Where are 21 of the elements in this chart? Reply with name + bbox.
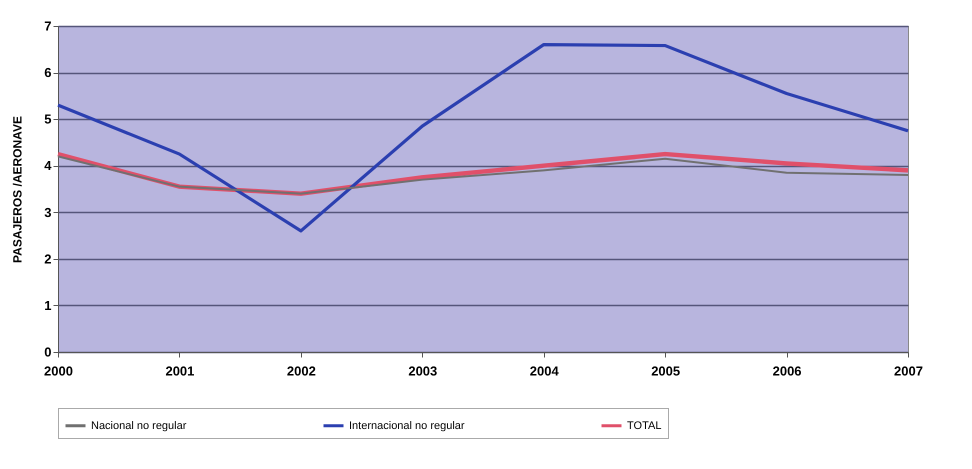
x-tick-label: 2001 — [165, 364, 194, 378]
y-tick-label: 0 — [44, 344, 52, 360]
x-tick-label: 2006 — [772, 364, 802, 378]
x-tick-label: 2005 — [651, 364, 680, 378]
y-tick-label: 4 — [44, 158, 52, 174]
y-tick-label: 1 — [44, 298, 52, 313]
legend-label: Internacional no regular — [349, 420, 465, 432]
x-tick-label: 2002 — [286, 364, 316, 378]
x-tick-label: 2007 — [894, 364, 923, 378]
y-tick-label: 7 — [44, 18, 52, 34]
legend-label: TOTAL — [627, 420, 662, 432]
line-series — [56, 43, 910, 233]
x-tick-label: 2003 — [408, 364, 438, 378]
x-tick-label: 2004 — [530, 364, 560, 378]
y-tick-label: 6 — [44, 65, 52, 80]
y-axis-title: PASAJEROS /AERONAVE — [10, 116, 24, 263]
y-tick-label: 3 — [44, 204, 52, 220]
y-tick-label: 5 — [44, 112, 52, 127]
legend-label: Nacional no regular — [91, 420, 187, 432]
y-tick-label: 2 — [44, 251, 52, 266]
x-tick-label: 2000 — [44, 364, 73, 378]
